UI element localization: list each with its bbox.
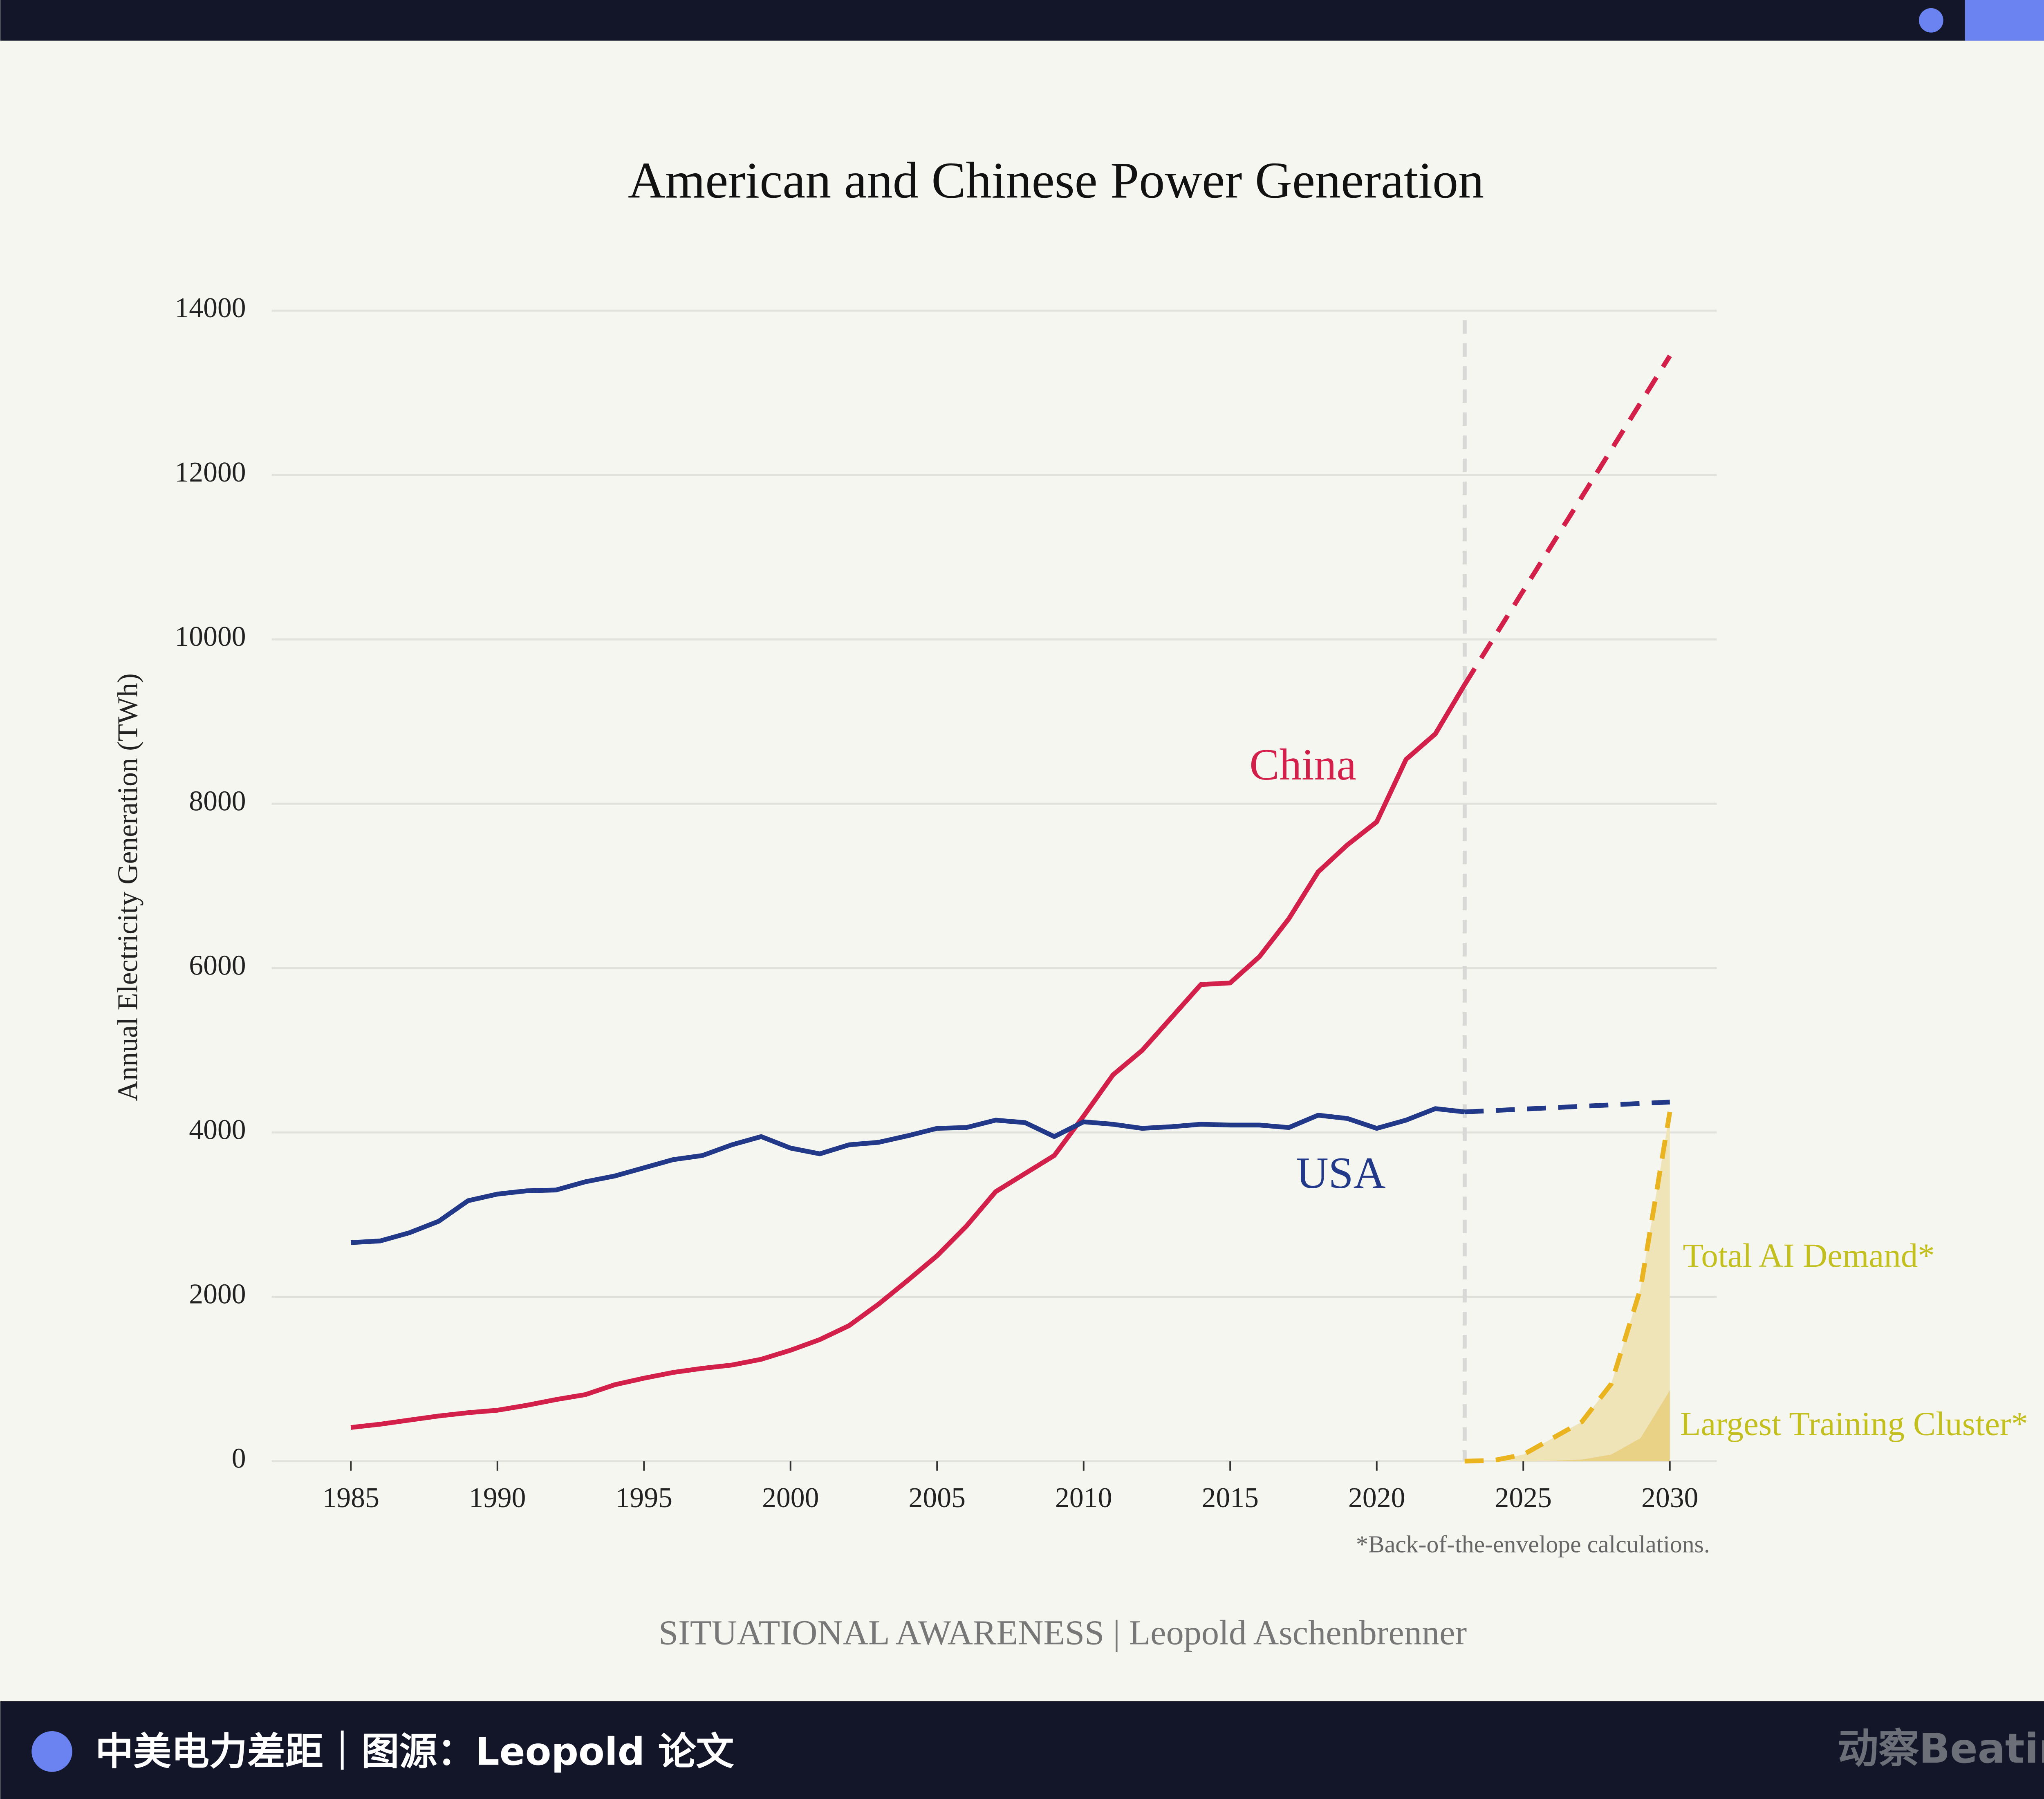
x-tick-label: 2000 [762,1482,819,1514]
x-tick-label: 2005 [909,1482,966,1514]
area [1464,1112,1670,1461]
x-tick-label: 1990 [469,1482,526,1514]
top-dot [1918,8,1943,33]
x-tick-label: 2015 [1202,1482,1259,1514]
demand-line [1464,1111,1672,1464]
y-tick-label: 8000 [189,785,246,817]
series-label: Total AI Demand* [1683,1237,1934,1274]
chart-title: American and Chinese Power Generation [628,152,1484,209]
caption-dot [31,1731,72,1772]
projection-line [1462,354,1672,686]
top-bar [0,0,2044,41]
plot: 0 2000 4000 6000 8000 10000 12000 14000 1985 1990… [175,292,2028,1514]
series-label: Largest Training Cluster* [1680,1405,2028,1443]
caption: 中美电力差距｜图源：Leopold 论文 [95,1730,734,1774]
top-tab [1965,0,2044,41]
x-tick-label: 2020 [1348,1482,1405,1514]
area [1464,1390,1670,1461]
series-label: USA [1296,1148,1386,1198]
y-tick-label: 4000 [189,1114,246,1145]
series-label: China [1249,739,1356,789]
x-tick-label: 1985 [323,1482,379,1514]
footnote: *Back-of-the-envelope calculations. [1356,1530,1710,1557]
x-tick-label: 2025 [1495,1482,1552,1514]
y-tick-label: 0 [232,1443,246,1474]
y-tick-label: 10000 [175,621,246,652]
line [350,683,1467,1430]
x-tick-label: 2030 [1641,1482,1698,1514]
y-tick-label: 2000 [189,1278,246,1310]
y-tick-label: 12000 [175,457,246,488]
y-tick-label: 14000 [175,292,246,324]
source: SITUATIONAL AWARENESS | Leopold Aschenbr… [659,1613,1467,1652]
y-axis-label: Annual Electricity Generation (TWh) [112,673,144,1101]
bottom-bar [0,1701,2044,1799]
x-tick-label: 1995 [616,1482,672,1514]
x-tick-label: 2010 [1055,1482,1112,1514]
y-tick-label: 6000 [189,950,246,981]
brand: 动察Beating [1838,1725,2044,1772]
line [350,1106,1465,1245]
projection-line [1464,1100,1670,1114]
